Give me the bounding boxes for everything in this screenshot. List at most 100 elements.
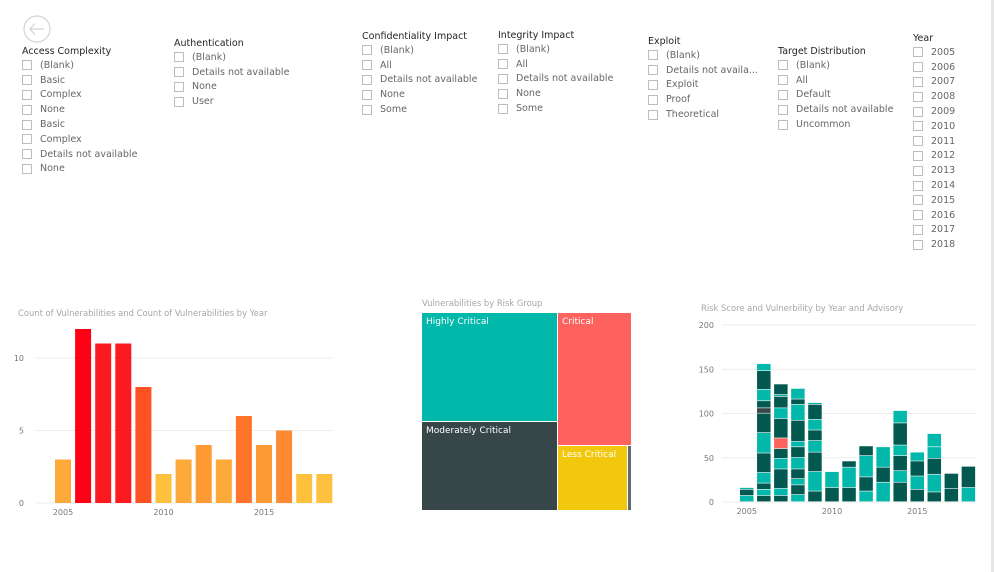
back-arrow-icon[interactable] (23, 15, 51, 43)
slicer-option[interactable]: 2018 (913, 237, 955, 252)
segment-2005-2[interactable] (740, 487, 754, 490)
segment-2007-10[interactable] (774, 384, 788, 395)
segment-2006-11[interactable] (757, 363, 771, 371)
bar-2018[interactable] (316, 474, 333, 503)
bar-2015[interactable] (256, 445, 272, 503)
slicer-option[interactable]: (Blank) (22, 58, 137, 73)
segment-2013-1[interactable] (876, 467, 890, 482)
checkbox[interactable] (778, 75, 788, 86)
checkbox[interactable] (22, 134, 32, 145)
checkbox[interactable] (913, 76, 923, 87)
checkbox[interactable] (498, 73, 508, 84)
slicer-option[interactable]: 2005 (913, 45, 955, 60)
bar-2016[interactable] (276, 430, 293, 504)
segment-2015-2[interactable] (910, 461, 925, 476)
slicer-option[interactable]: All (778, 73, 893, 88)
checkbox[interactable] (913, 224, 923, 235)
segment-2007-4[interactable] (774, 448, 788, 459)
treemap-cell-highly-critical[interactable]: Highly Critical (422, 313, 558, 423)
slicer-option[interactable]: (Blank) (174, 50, 289, 65)
segment-2006-7[interactable] (757, 408, 771, 413)
checkbox[interactable] (648, 50, 658, 61)
slicer-option[interactable]: 2017 (913, 223, 955, 238)
segment-2014-3[interactable] (893, 445, 907, 456)
checkbox[interactable] (913, 47, 923, 58)
segment-2008-1[interactable] (791, 485, 805, 495)
segment-2009-7[interactable] (808, 402, 822, 405)
segment-2014-4[interactable] (893, 423, 907, 445)
checkbox[interactable] (362, 45, 372, 56)
checkbox[interactable] (362, 89, 372, 100)
slicer-option[interactable]: None (22, 162, 137, 177)
segment-2008-7[interactable] (791, 420, 805, 442)
slicer-option[interactable]: Some (362, 102, 477, 117)
slicer-option[interactable]: 2012 (913, 149, 955, 164)
slicer-option[interactable]: All (498, 57, 613, 72)
slicer-option[interactable]: 2014 (913, 178, 955, 193)
treemap-cell-critical[interactable]: Critical (558, 313, 632, 446)
segment-2016-3[interactable] (927, 447, 942, 459)
bar-2009[interactable] (135, 387, 152, 503)
segment-2010-1[interactable] (825, 471, 839, 488)
checkbox[interactable] (913, 106, 923, 117)
segment-2007-8[interactable] (774, 396, 788, 408)
slicer-option[interactable]: None (22, 102, 137, 117)
bar-2012[interactable] (195, 445, 212, 503)
segment-2006-5[interactable] (757, 432, 771, 453)
checkbox[interactable] (174, 52, 184, 63)
segment-2014-5[interactable] (893, 410, 907, 423)
checkbox[interactable] (648, 65, 658, 76)
segment-2016-4[interactable] (927, 433, 942, 447)
slicer-option[interactable]: (Blank) (778, 58, 893, 73)
checkbox[interactable] (913, 165, 923, 176)
segment-2009-4[interactable] (808, 430, 822, 441)
segment-2008-9[interactable] (791, 399, 805, 405)
slicer-option[interactable]: All (362, 58, 477, 73)
checkbox[interactable] (778, 60, 788, 71)
segment-2007-0[interactable] (774, 495, 788, 502)
segment-2015-0[interactable] (910, 489, 925, 502)
segment-2007-2[interactable] (774, 469, 788, 489)
segment-2014-2[interactable] (893, 455, 907, 471)
slicer-option[interactable]: Basic (22, 73, 137, 88)
slicer-option[interactable]: User (174, 94, 289, 109)
segment-2013-2[interactable] (876, 447, 890, 467)
checkbox[interactable] (913, 121, 923, 132)
segment-2007-5[interactable] (774, 438, 788, 449)
segment-2006-0[interactable] (757, 495, 771, 502)
segment-2011-2[interactable] (842, 461, 856, 467)
segment-2007-9[interactable] (774, 394, 788, 397)
slicer-option[interactable]: 2007 (913, 75, 955, 90)
slicer-option[interactable]: 2006 (913, 60, 955, 75)
segment-2016-2[interactable] (927, 458, 942, 474)
segment-2007-1[interactable] (774, 488, 788, 496)
segment-2008-8[interactable] (791, 404, 805, 420)
slicer-option[interactable]: 2013 (913, 163, 955, 178)
checkbox[interactable] (913, 195, 923, 206)
slicer-option[interactable]: 2010 (913, 119, 955, 134)
segment-2011-0[interactable] (842, 487, 856, 502)
segment-2006-4[interactable] (757, 453, 771, 473)
bar-2013[interactable] (215, 459, 232, 504)
slicer-option[interactable]: 2015 (913, 193, 955, 208)
checkbox[interactable] (498, 103, 508, 114)
segment-2014-0[interactable] (893, 482, 907, 502)
segment-2006-1[interactable] (757, 489, 771, 496)
slicer-option[interactable]: Complex (22, 132, 137, 147)
checkbox[interactable] (22, 163, 32, 174)
segment-2016-0[interactable] (927, 492, 942, 502)
checkbox[interactable] (362, 74, 372, 85)
slicer-option[interactable]: Details not available (174, 65, 289, 80)
bar-2008[interactable] (115, 343, 132, 504)
checkbox[interactable] (913, 180, 923, 191)
bar-2007[interactable] (95, 343, 112, 504)
checkbox[interactable] (22, 119, 32, 130)
checkbox[interactable] (362, 104, 372, 115)
slicer-option[interactable]: (Blank) (362, 43, 477, 58)
segment-2009-5[interactable] (808, 419, 822, 430)
checkbox[interactable] (913, 150, 923, 161)
slicer-option[interactable]: 2016 (913, 208, 955, 223)
slicer-option[interactable]: 2011 (913, 134, 955, 149)
checkbox[interactable] (22, 60, 32, 71)
checkbox[interactable] (22, 75, 32, 86)
